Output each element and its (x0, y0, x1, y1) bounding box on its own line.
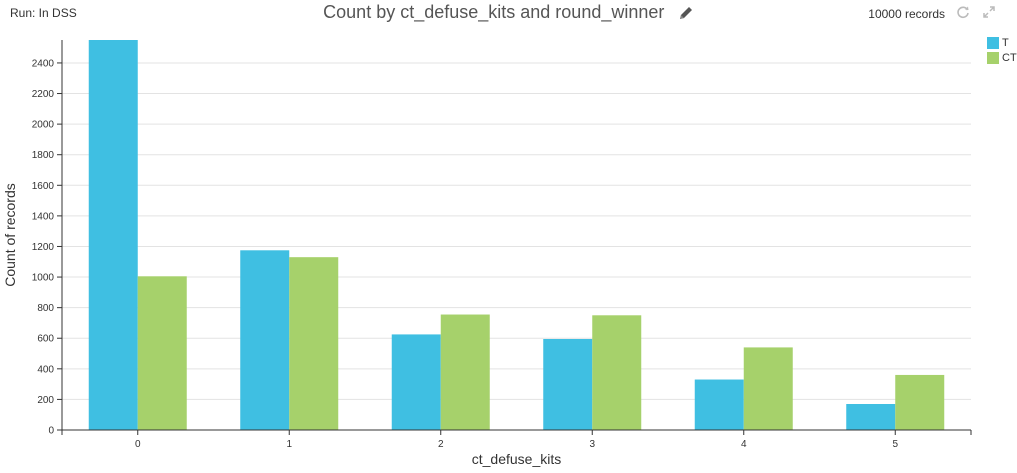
x-axis-title: ct_defuse_kits (472, 451, 562, 467)
chart-title: Count by ct_defuse_kits and round_winner (323, 2, 665, 22)
y-tick-label: 2400 (32, 58, 55, 69)
y-tick-label: 2000 (32, 120, 55, 131)
bar-ct-3[interactable] (592, 315, 642, 430)
legend: T CT (987, 36, 1017, 66)
y-tick-label: 200 (37, 395, 54, 406)
bar-t-1[interactable] (240, 250, 290, 430)
y-axis-title: Count of records (2, 183, 18, 287)
bar-ct-2[interactable] (440, 314, 490, 430)
bar-t-0[interactable] (88, 40, 138, 430)
y-tick-label: 1400 (32, 211, 55, 222)
y-tick-label: 600 (37, 334, 54, 345)
bar-ct-5[interactable] (895, 374, 945, 430)
legend-swatch-t (987, 37, 999, 49)
legend-label-t: T (1002, 37, 1009, 49)
legend-item-ct[interactable]: CT (987, 51, 1017, 65)
x-tick-label: 0 (135, 439, 141, 450)
y-tick-label: 800 (37, 303, 54, 314)
legend-label-ct: CT (1002, 52, 1017, 64)
records-count: 10000 records (868, 7, 945, 21)
y-tick-label: 1800 (32, 150, 55, 161)
bar-t-4[interactable] (694, 379, 744, 430)
title-bar: Count by ct_defuse_kits and round_winner (0, 2, 1017, 26)
y-tick-label: 1600 (32, 181, 55, 192)
refresh-icon[interactable] (956, 5, 970, 24)
legend-swatch-ct (987, 52, 999, 64)
pencil-icon[interactable] (678, 5, 694, 26)
y-tick-label: 1000 (32, 273, 55, 284)
y-tick-label: 400 (37, 364, 54, 375)
x-tick-label: 4 (741, 439, 747, 450)
y-tick-label: 0 (48, 426, 54, 437)
bar-t-3[interactable] (543, 339, 593, 430)
bar-t-2[interactable] (391, 334, 441, 430)
x-tick-label: 2 (438, 439, 444, 450)
x-tick-label: 3 (589, 439, 595, 450)
run-label: Run: In DSS (10, 6, 77, 20)
bar-ct-1[interactable] (289, 257, 339, 430)
expand-icon[interactable] (982, 5, 996, 24)
legend-item-t[interactable]: T (987, 36, 1017, 50)
bar-ct-0[interactable] (137, 276, 187, 430)
y-tick-label: 2200 (32, 89, 55, 100)
x-tick-label: 1 (286, 439, 292, 450)
bar-t-5[interactable] (846, 404, 896, 430)
y-tick-label: 1200 (32, 242, 55, 253)
x-tick-label: 5 (892, 439, 898, 450)
bar-ct-4[interactable] (743, 347, 793, 430)
